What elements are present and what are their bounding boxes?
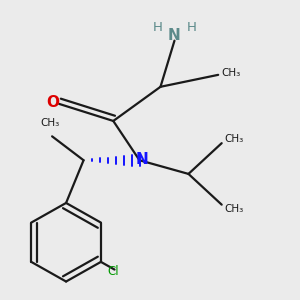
- Text: N: N: [136, 152, 149, 167]
- Text: H: H: [186, 20, 196, 34]
- Text: H: H: [153, 20, 163, 34]
- Text: O: O: [46, 95, 59, 110]
- Text: Cl: Cl: [107, 265, 118, 278]
- Text: CH₃: CH₃: [224, 204, 244, 214]
- Text: N: N: [168, 28, 181, 43]
- Text: CH₃: CH₃: [222, 68, 241, 78]
- Text: CH₃: CH₃: [224, 134, 244, 144]
- Text: CH₃: CH₃: [41, 118, 60, 128]
